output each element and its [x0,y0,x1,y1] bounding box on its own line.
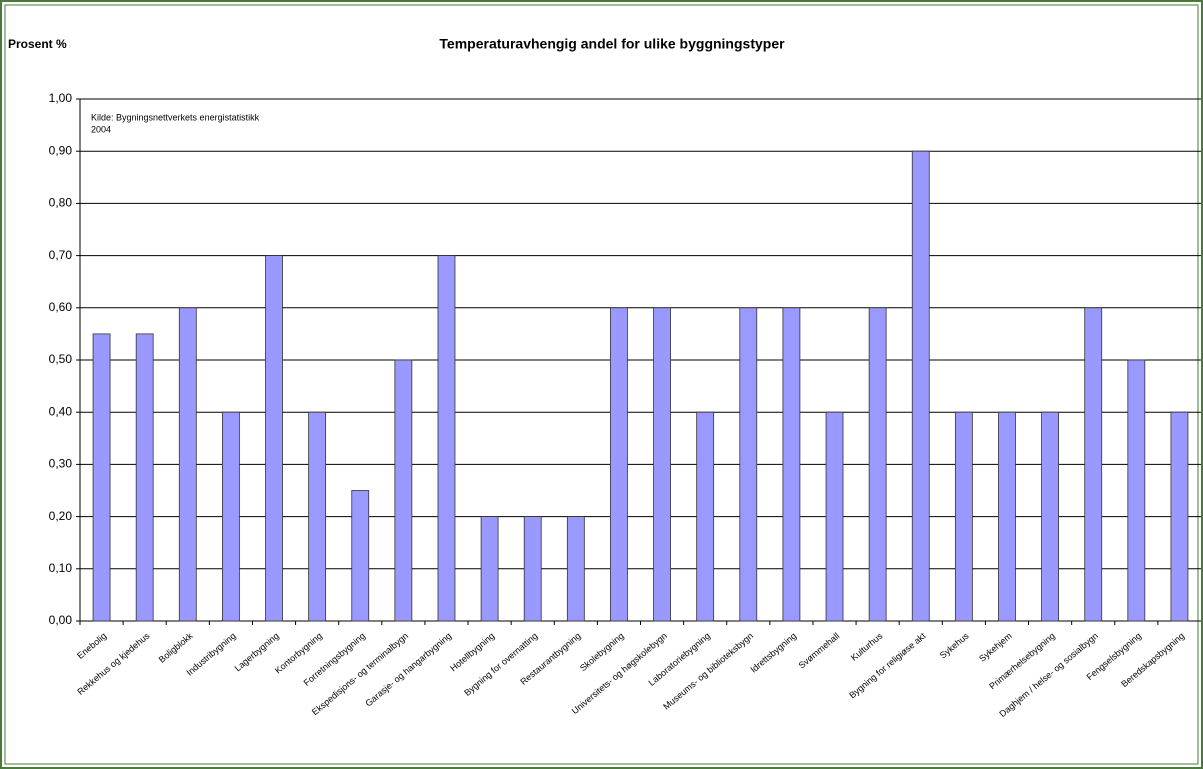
bar [437,255,456,622]
annotation: Kilde: Bygningsnettverkets energistatist… [91,112,260,122]
y-tick-label: 0,40 [49,404,73,418]
inner-border [4,4,1199,765]
bar [610,307,628,622]
x-tick-label: Enebolig [75,631,108,661]
y-tick-label: 0,80 [49,196,73,210]
y-tick-label: 1,00 [49,91,73,105]
bar [868,307,887,622]
y-axis-label: Prosent % [8,37,67,51]
y-tick-label: 0,10 [49,561,73,575]
x-tick-label: Sykehus [938,630,971,660]
bar [566,516,585,622]
y-tick-label: 0,90 [49,143,73,157]
y-tick-label: 0,20 [49,509,73,523]
bar [351,490,370,622]
bar [480,516,499,622]
x-tick-label: Rekkehus og kjedehus [75,630,152,697]
bar [1084,307,1103,622]
bar [954,411,973,622]
x-tick-label: Museums- og biblioteksbygn [661,631,755,712]
bar [1170,411,1189,622]
y-tick-label: 0,00 [49,613,73,627]
bar [825,411,844,622]
bar [782,307,801,622]
y-tick-label: 0,30 [49,457,73,471]
bar [911,150,930,622]
x-tick-label: Svømmehall [797,631,842,671]
x-tick-label: Boligblokk [157,630,195,664]
bar [523,516,542,622]
bar [1127,359,1146,622]
x-tick-label: Bygning for overnatting [462,631,539,698]
bar [265,255,283,622]
bar [696,411,715,622]
bar [92,333,111,622]
x-tick-label: Sykehjem [977,631,1014,664]
bar [739,307,758,622]
y-tick-label: 0,50 [49,352,73,366]
y-tick-label: 0,60 [49,300,73,314]
x-tick-label: Idrettsbygning [748,631,798,675]
y-tick-label: 0,70 [49,248,73,262]
bar [998,411,1016,622]
bar [135,333,154,622]
x-tick-label: Kulturhus [849,630,885,662]
bar [308,411,327,622]
bar [178,307,197,622]
bar [394,359,413,622]
annotation: 2004 [91,124,111,134]
bar [1041,411,1059,622]
bar [222,411,240,622]
x-tick-label: Garasje- og hangarbygning [363,631,453,709]
bar [653,307,671,622]
chart-title: Temperaturavhengig andel for ulike byggn… [439,36,785,52]
x-tick-label: Bygning for religiøse akt [847,630,928,700]
